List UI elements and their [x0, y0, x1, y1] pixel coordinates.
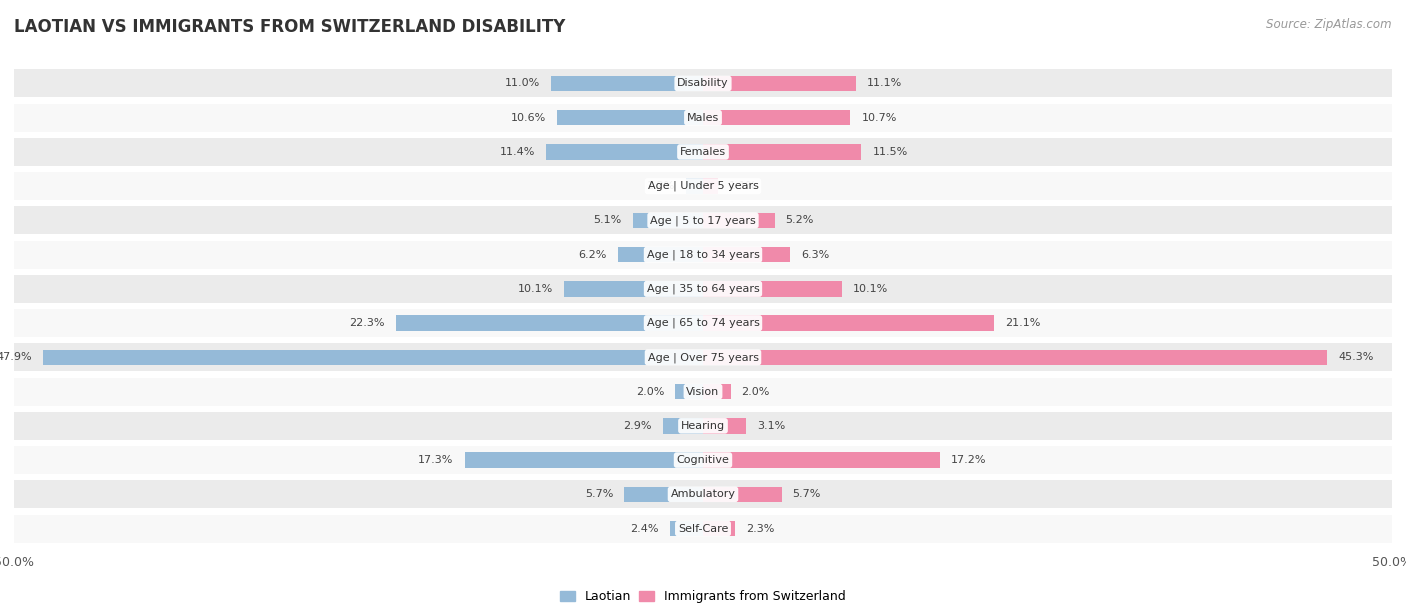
- Text: 1.2%: 1.2%: [647, 181, 675, 191]
- Text: Disability: Disability: [678, 78, 728, 89]
- Text: 2.3%: 2.3%: [745, 523, 775, 534]
- Text: Cognitive: Cognitive: [676, 455, 730, 465]
- Bar: [14, 69, 1392, 97]
- Text: 45.3%: 45.3%: [1339, 353, 1374, 362]
- Bar: [703, 179, 718, 194]
- Bar: [703, 315, 994, 331]
- Bar: [14, 172, 1392, 200]
- Bar: [551, 76, 703, 91]
- Bar: [14, 275, 1392, 303]
- Text: Age | 35 to 64 years: Age | 35 to 64 years: [647, 283, 759, 294]
- Text: 11.4%: 11.4%: [499, 147, 534, 157]
- Text: Hearing: Hearing: [681, 421, 725, 431]
- Bar: [564, 281, 703, 297]
- Text: 2.0%: 2.0%: [636, 387, 665, 397]
- Bar: [703, 521, 735, 536]
- Bar: [14, 412, 1392, 440]
- Bar: [664, 418, 703, 433]
- Text: 5.2%: 5.2%: [786, 215, 814, 225]
- Bar: [703, 384, 731, 399]
- Bar: [686, 179, 703, 194]
- Text: 11.0%: 11.0%: [505, 78, 540, 89]
- Bar: [669, 521, 703, 536]
- Text: 21.1%: 21.1%: [1005, 318, 1040, 328]
- Text: 2.9%: 2.9%: [623, 421, 652, 431]
- Text: Source: ZipAtlas.com: Source: ZipAtlas.com: [1267, 18, 1392, 31]
- Bar: [703, 144, 862, 160]
- Text: 2.0%: 2.0%: [741, 387, 770, 397]
- Text: Males: Males: [688, 113, 718, 122]
- Bar: [617, 247, 703, 263]
- Text: 6.2%: 6.2%: [578, 250, 606, 259]
- Bar: [703, 213, 775, 228]
- Text: 17.3%: 17.3%: [418, 455, 454, 465]
- Text: 1.1%: 1.1%: [730, 181, 758, 191]
- Bar: [14, 206, 1392, 234]
- Text: 22.3%: 22.3%: [349, 318, 385, 328]
- Bar: [14, 138, 1392, 166]
- Bar: [703, 418, 745, 433]
- Bar: [703, 247, 790, 263]
- Bar: [675, 384, 703, 399]
- Bar: [14, 343, 1392, 371]
- Text: 5.7%: 5.7%: [585, 490, 613, 499]
- Text: Females: Females: [681, 147, 725, 157]
- Bar: [703, 487, 782, 502]
- Bar: [44, 349, 703, 365]
- Bar: [14, 241, 1392, 269]
- Text: Age | 65 to 74 years: Age | 65 to 74 years: [647, 318, 759, 329]
- Bar: [14, 515, 1392, 543]
- Text: 17.2%: 17.2%: [950, 455, 987, 465]
- Text: 5.1%: 5.1%: [593, 215, 621, 225]
- Text: 3.1%: 3.1%: [756, 421, 785, 431]
- Bar: [633, 213, 703, 228]
- Bar: [703, 452, 941, 468]
- Text: 10.7%: 10.7%: [862, 113, 897, 122]
- Text: 2.4%: 2.4%: [630, 523, 659, 534]
- Text: Age | Under 5 years: Age | Under 5 years: [648, 181, 758, 192]
- Bar: [703, 281, 842, 297]
- Text: 11.5%: 11.5%: [873, 147, 908, 157]
- Bar: [14, 309, 1392, 337]
- Bar: [395, 315, 703, 331]
- Legend: Laotian, Immigrants from Switzerland: Laotian, Immigrants from Switzerland: [555, 585, 851, 608]
- Text: 11.1%: 11.1%: [868, 78, 903, 89]
- Text: 5.7%: 5.7%: [793, 490, 821, 499]
- Text: Age | 18 to 34 years: Age | 18 to 34 years: [647, 250, 759, 260]
- Text: Self-Care: Self-Care: [678, 523, 728, 534]
- Bar: [464, 452, 703, 468]
- Bar: [14, 103, 1392, 132]
- Text: Ambulatory: Ambulatory: [671, 490, 735, 499]
- Bar: [14, 446, 1392, 474]
- Bar: [703, 76, 856, 91]
- Bar: [14, 480, 1392, 509]
- Bar: [703, 349, 1327, 365]
- Bar: [703, 110, 851, 125]
- Text: 47.9%: 47.9%: [0, 353, 32, 362]
- Text: Age | 5 to 17 years: Age | 5 to 17 years: [650, 215, 756, 226]
- Text: Vision: Vision: [686, 387, 720, 397]
- Text: 6.3%: 6.3%: [801, 250, 830, 259]
- Bar: [557, 110, 703, 125]
- Bar: [624, 487, 703, 502]
- Text: 10.1%: 10.1%: [517, 284, 553, 294]
- Bar: [14, 378, 1392, 406]
- Text: 10.1%: 10.1%: [853, 284, 889, 294]
- Text: 10.6%: 10.6%: [510, 113, 546, 122]
- Text: Age | Over 75 years: Age | Over 75 years: [648, 352, 758, 362]
- Bar: [546, 144, 703, 160]
- Text: LAOTIAN VS IMMIGRANTS FROM SWITZERLAND DISABILITY: LAOTIAN VS IMMIGRANTS FROM SWITZERLAND D…: [14, 18, 565, 36]
